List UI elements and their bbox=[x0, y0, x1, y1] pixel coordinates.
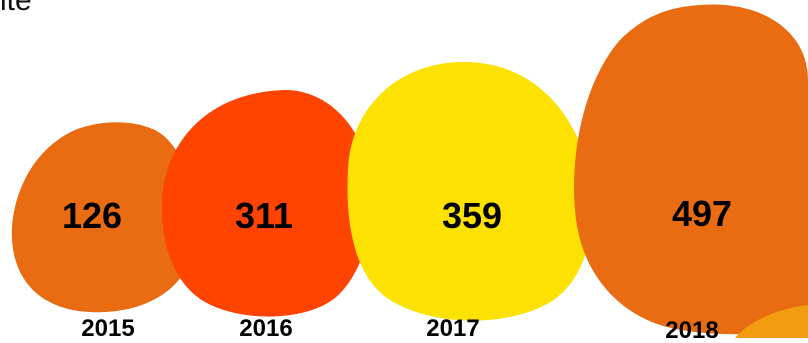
bubble-2018 bbox=[574, 4, 808, 335]
category-label-2017: 2017 bbox=[426, 315, 479, 338]
bubble-2017 bbox=[347, 61, 593, 321]
value-label-2015: 126 bbox=[62, 195, 122, 236]
bubble-2016 bbox=[161, 90, 372, 317]
value-label-2017: 359 bbox=[442, 195, 502, 236]
bubble-2015 bbox=[11, 122, 195, 313]
value-label-2018: 497 bbox=[672, 193, 732, 234]
decorative-accent-blob bbox=[735, 305, 808, 338]
category-label-2016: 2016 bbox=[239, 315, 292, 338]
category-label-2015: 2015 bbox=[81, 315, 134, 338]
category-label-2018: 2018 bbox=[665, 317, 718, 338]
value-label-2016: 311 bbox=[235, 195, 293, 236]
cropped-title-fragment: ite bbox=[0, 0, 32, 17]
